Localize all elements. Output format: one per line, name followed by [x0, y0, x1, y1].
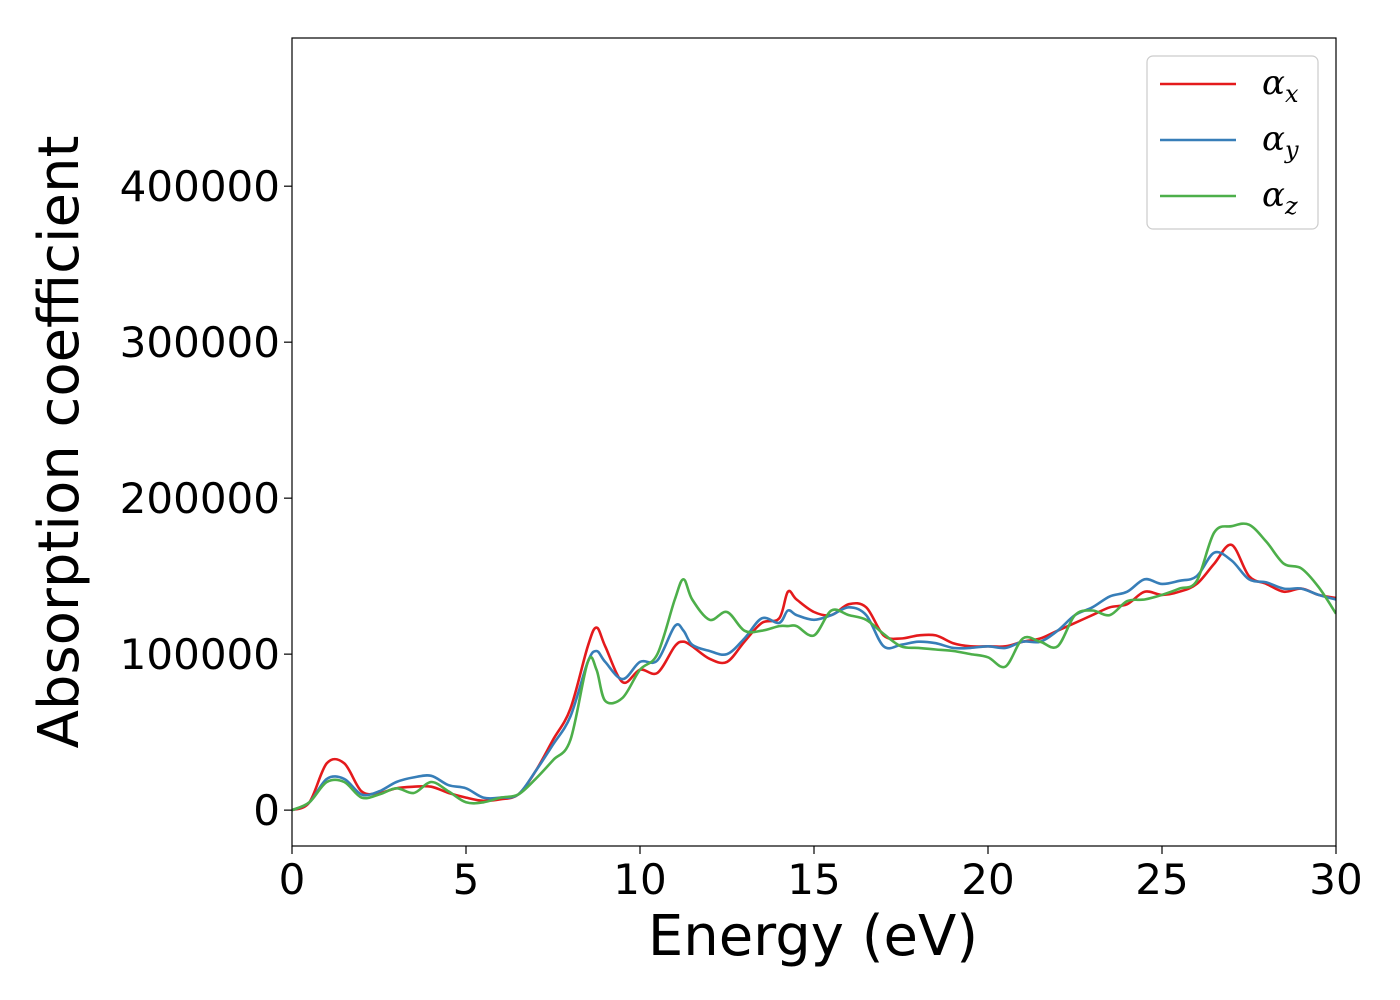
x-axis-label: Energy (eV) [648, 904, 978, 969]
series-line-alpha-y [292, 550, 1336, 812]
legend-label-alpha-x: αx [1262, 63, 1299, 108]
x-tick-label: 20 [961, 855, 1014, 904]
x-tick-label: 15 [787, 855, 840, 904]
y-tick-label: 300000 [120, 318, 280, 367]
series-line-alpha-z [292, 522, 1336, 812]
legend-label-alpha-z: αz [1262, 175, 1298, 220]
y-tick-label: 400000 [120, 162, 280, 211]
x-tick-label: 5 [453, 855, 480, 904]
x-tick-label: 30 [1309, 855, 1362, 904]
y-tick-label: 200000 [120, 474, 280, 523]
plot-area [292, 522, 1336, 812]
legend-label-alpha-y: αy [1262, 119, 1299, 164]
y-tick-label: 100000 [120, 630, 280, 679]
x-tick-label: 0 [279, 855, 306, 904]
series-line-alpha-x [292, 543, 1336, 812]
y-axis-label: Absorption coefficient [27, 136, 92, 749]
legend-box [1146, 55, 1319, 230]
axes: 0 5 10 15 20 25 30 0 100000 200000 300000 400000 [120, 37, 1363, 904]
y-tick-label: 0 [253, 786, 280, 835]
x-tick-label: 25 [1135, 855, 1188, 904]
legend: αx αy αz [1146, 55, 1319, 230]
x-tick-label: 10 [613, 855, 666, 904]
